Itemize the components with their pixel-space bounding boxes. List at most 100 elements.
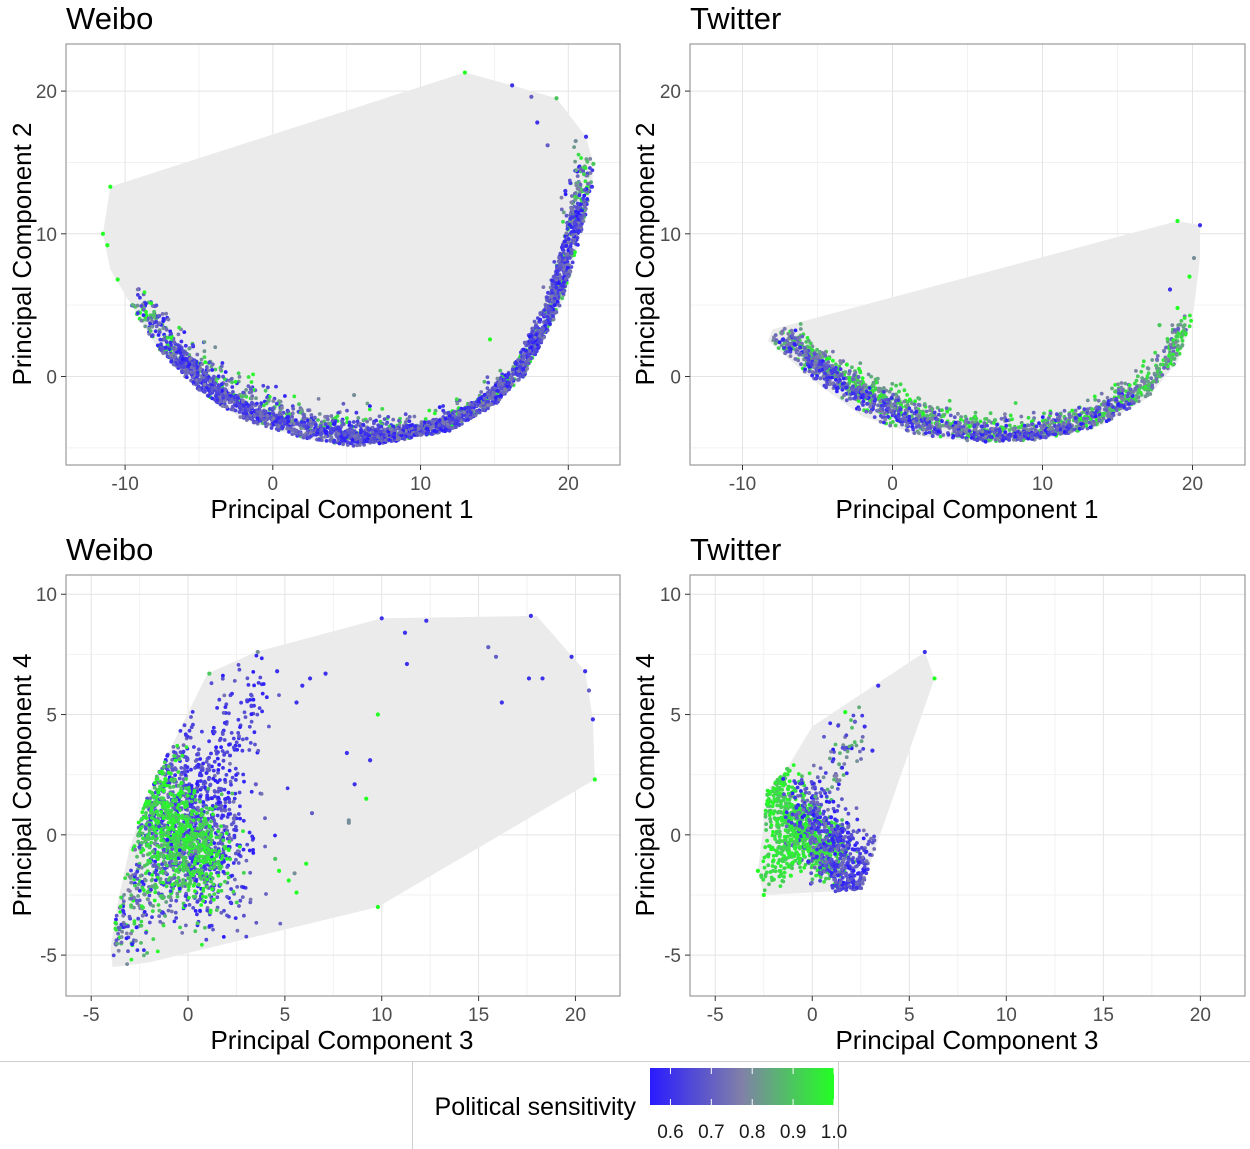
data-point	[169, 335, 173, 340]
data-point	[786, 336, 791, 341]
data-point	[486, 399, 491, 404]
data-point	[913, 399, 917, 404]
data-point	[1140, 376, 1144, 380]
data-point	[431, 419, 435, 424]
data-point	[397, 418, 401, 423]
data-point	[582, 213, 586, 217]
data-point	[558, 267, 563, 272]
data-point	[988, 411, 993, 416]
data-point	[1013, 401, 1018, 405]
data-point	[348, 426, 353, 431]
data-point	[172, 340, 177, 344]
data-point	[1110, 386, 1114, 391]
data-point	[486, 392, 491, 397]
data-point	[455, 419, 460, 424]
data-point	[187, 346, 192, 351]
data-point	[541, 285, 546, 289]
data-point	[240, 398, 245, 403]
data-point	[864, 409, 869, 414]
data-point	[1150, 385, 1155, 390]
data-point	[1104, 408, 1109, 412]
data-point	[277, 399, 281, 403]
data-point	[548, 317, 552, 322]
data-point	[465, 414, 469, 419]
data-point	[316, 418, 320, 422]
data-point	[781, 337, 786, 341]
data-point	[1133, 386, 1138, 391]
data-point	[907, 414, 912, 419]
data-point	[1109, 414, 1114, 419]
data-point	[954, 433, 959, 438]
data-point	[571, 233, 575, 237]
data-point	[486, 380, 491, 385]
data-point	[577, 193, 582, 198]
data-point	[161, 316, 166, 321]
data-point	[496, 383, 501, 387]
data-point	[1004, 423, 1009, 428]
data-point	[341, 421, 345, 426]
data-point	[257, 405, 262, 409]
data-point	[1134, 369, 1138, 373]
data-point	[954, 424, 958, 429]
data-point	[573, 250, 577, 255]
data-point	[481, 401, 485, 405]
data-point	[588, 157, 593, 161]
data-point	[178, 360, 183, 365]
data-point	[305, 436, 309, 441]
data-point	[1055, 412, 1059, 417]
data-point	[495, 389, 500, 393]
data-point	[341, 401, 346, 406]
data-point	[792, 342, 797, 347]
data-point	[922, 403, 927, 408]
data-point	[309, 413, 314, 417]
data-point	[367, 407, 372, 412]
data-point	[224, 405, 229, 409]
data-point	[1073, 416, 1078, 420]
data-point	[452, 409, 457, 414]
data-point	[1030, 434, 1034, 439]
data-point	[154, 324, 159, 329]
data-point	[1048, 411, 1053, 416]
data-point	[1067, 415, 1072, 420]
data-point	[395, 426, 399, 431]
data-point	[189, 365, 194, 370]
data-point	[259, 401, 264, 406]
data-point	[575, 201, 580, 206]
data-point	[498, 368, 503, 373]
data-point	[355, 423, 359, 428]
data-point	[183, 343, 188, 348]
data-point	[567, 223, 572, 227]
data-point	[865, 402, 870, 406]
data-point	[485, 375, 490, 379]
data-point	[1149, 376, 1153, 381]
data-point	[569, 251, 574, 256]
data-point	[556, 259, 561, 264]
data-point	[230, 385, 235, 389]
data-point	[506, 372, 511, 376]
data-point	[1142, 380, 1147, 385]
data-point	[529, 345, 534, 349]
data-point	[169, 353, 174, 358]
data-point	[146, 316, 151, 320]
data-point	[1097, 418, 1102, 423]
data-point	[572, 145, 576, 150]
data-point	[365, 432, 370, 437]
data-point	[402, 425, 407, 429]
data-point	[298, 431, 303, 436]
data-point	[198, 366, 203, 371]
data-point	[982, 421, 987, 425]
data-point	[150, 324, 155, 329]
data-point	[212, 374, 216, 379]
data-point	[241, 390, 246, 395]
data-point	[264, 401, 269, 406]
data-point	[205, 377, 210, 382]
data-point	[997, 439, 1002, 443]
data-point	[1085, 398, 1090, 403]
data-point	[379, 436, 384, 441]
data-point	[210, 386, 215, 391]
data-point	[1134, 378, 1139, 383]
data-point	[852, 373, 856, 378]
data-point	[297, 402, 301, 407]
data-point	[534, 332, 539, 336]
data-point	[1077, 405, 1081, 410]
